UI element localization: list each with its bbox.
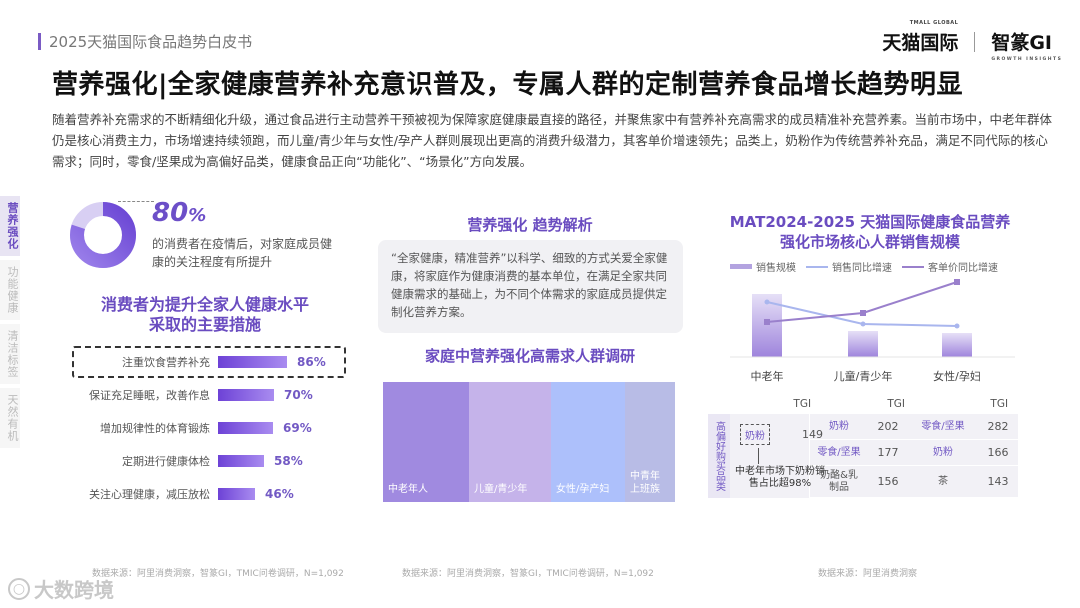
intro-paragraph: 随着营养补充需求的不断精细化升级，通过食品进行主动营养干预被视为保障家庭健康最直…	[52, 112, 1053, 169]
tgi-header-row: TGI TGI TGI	[793, 398, 1009, 410]
tgi-elderly-column: 奶粉 149 中老年市场下奶粉销售占比超98%	[730, 414, 825, 498]
measure-row: 保证充足睡眠，改善作息 70%	[89, 387, 313, 402]
measure-bar	[218, 487, 255, 500]
measure-bar	[218, 454, 264, 467]
callout-note: 中老年市场下奶粉销售占比超98%	[735, 466, 825, 489]
tgi-value: 149	[802, 428, 823, 441]
legend-swatch	[806, 265, 828, 268]
measures-title: 消费者为提升全家人健康水平 采取的主要措施	[100, 295, 309, 334]
measure-row: 关注心理健康，减压放松 46%	[89, 486, 294, 501]
side-nav: 营养强化 功能健康 清洁标签 天然有机	[0, 196, 20, 448]
measure-bar	[218, 421, 273, 434]
donut-chart	[70, 202, 136, 268]
tgi-body: 高偏好购买品类 奶粉 149 中老年市场下奶粉销售占比超98% 奶粉 202 零…	[708, 414, 1018, 498]
side-nav-item-clean-label[interactable]: 清洁标签	[0, 324, 20, 384]
report-title: 2025天猫国际食品趋势白皮书	[49, 33, 253, 51]
measure-row: 注重饮食营养补充 86%	[68, 345, 358, 378]
legend-item: 销售同比增速	[806, 259, 892, 274]
logos: TMALL GLOBAL 天猫国际 智篆GI GROWTH INSIGHTS	[882, 20, 1063, 62]
side-nav-item-functional[interactable]: 功能健康	[0, 260, 20, 320]
right-source: 数据来源：阿里消费洞察	[818, 569, 918, 579]
tgi-table: TGI TGI TGI 高偏好购买品类 奶粉 149 中老年市场下奶粉销售占比超…	[708, 398, 1018, 498]
survey-tiles: 中老年人 儿童/青少年 女性/孕产妇 中青年上班族	[383, 382, 675, 502]
tgi-side-label: 高偏好购买品类	[708, 414, 730, 498]
measure-row: 定期进行健康体检 58%	[122, 453, 303, 468]
logo-divider	[974, 31, 976, 52]
tile-children: 儿童/青少年	[469, 382, 551, 502]
left-source: 数据来源：阿里消费洞察，智篆GI，TMIC问卷调研，N=1,092	[92, 569, 344, 579]
legend-item: 销售规模	[730, 259, 796, 274]
side-nav-item-organic[interactable]: 天然有机	[0, 388, 20, 448]
report-label: 2025天猫国际食品趋势白皮书	[38, 31, 252, 52]
survey-title: 家庭中营养强化高需求人群调研	[424, 347, 635, 365]
tmall-global-logo: TMALL GLOBAL 天猫国际	[882, 20, 959, 54]
legend-item: 客单价同比增速	[902, 259, 998, 274]
stat-value: 80%	[152, 198, 207, 228]
stat-description: 的消费者在疫情后，对家庭成员健康的关注程度有所提升	[152, 237, 333, 269]
connector-line	[118, 201, 154, 202]
chart-legend: 销售规模 销售同比增速 客单价同比增速	[730, 259, 998, 274]
page-title: 营养强化|全家健康营养补充意识普及，专属人群的定制营养食品增长趋势明显	[52, 70, 963, 100]
tgi-grid: 奶粉 202 零食/坚果 282 零食/坚果 177 奶粉 166 奶酪&乳制品…	[810, 414, 1018, 498]
side-nav-item-nutrition[interactable]: 营养强化	[0, 196, 20, 256]
legend-swatch	[730, 264, 752, 269]
milk-powder-tag: 奶粉	[740, 424, 770, 445]
measure-row: 增加规律性的体育锻炼 69%	[100, 420, 312, 435]
trend-box: “全家健康，精准营养”以科学、细致的方式关爱全家健康，将家庭作为健康消费的基本单…	[378, 240, 683, 333]
trend-title: 营养强化 趋势解析	[467, 216, 593, 234]
middle-source: 数据来源：阿里消费洞察，智篆GI，TMIC问卷调研，N=1,092	[402, 569, 654, 579]
measure-bar	[218, 355, 287, 368]
watermark: ○ 大数跨境	[8, 574, 114, 603]
tile-young-workers: 中青年上班族	[625, 382, 675, 502]
tile-elderly: 中老年人	[383, 382, 469, 502]
legend-swatch	[902, 265, 924, 268]
sales-chart-title: MAT2024-2025 天猫国际健康食品营养 强化市场核心人群销售规模	[729, 213, 1011, 251]
callout-line	[758, 448, 759, 464]
measure-bar	[218, 388, 274, 401]
watermark-logo-icon: ○	[8, 577, 30, 600]
tile-women: 女性/孕产妇	[551, 382, 625, 502]
zhizhuan-gi-logo: 智篆GI GROWTH INSIGHTS	[991, 32, 1063, 62]
sales-combo-chart	[730, 279, 1015, 358]
measures-bar-chart: 注重饮食营养补充 86% 保证充足睡眠，改善作息 70% 增加规律性的体育锻炼 …	[68, 345, 358, 510]
accent-bar	[38, 33, 41, 50]
